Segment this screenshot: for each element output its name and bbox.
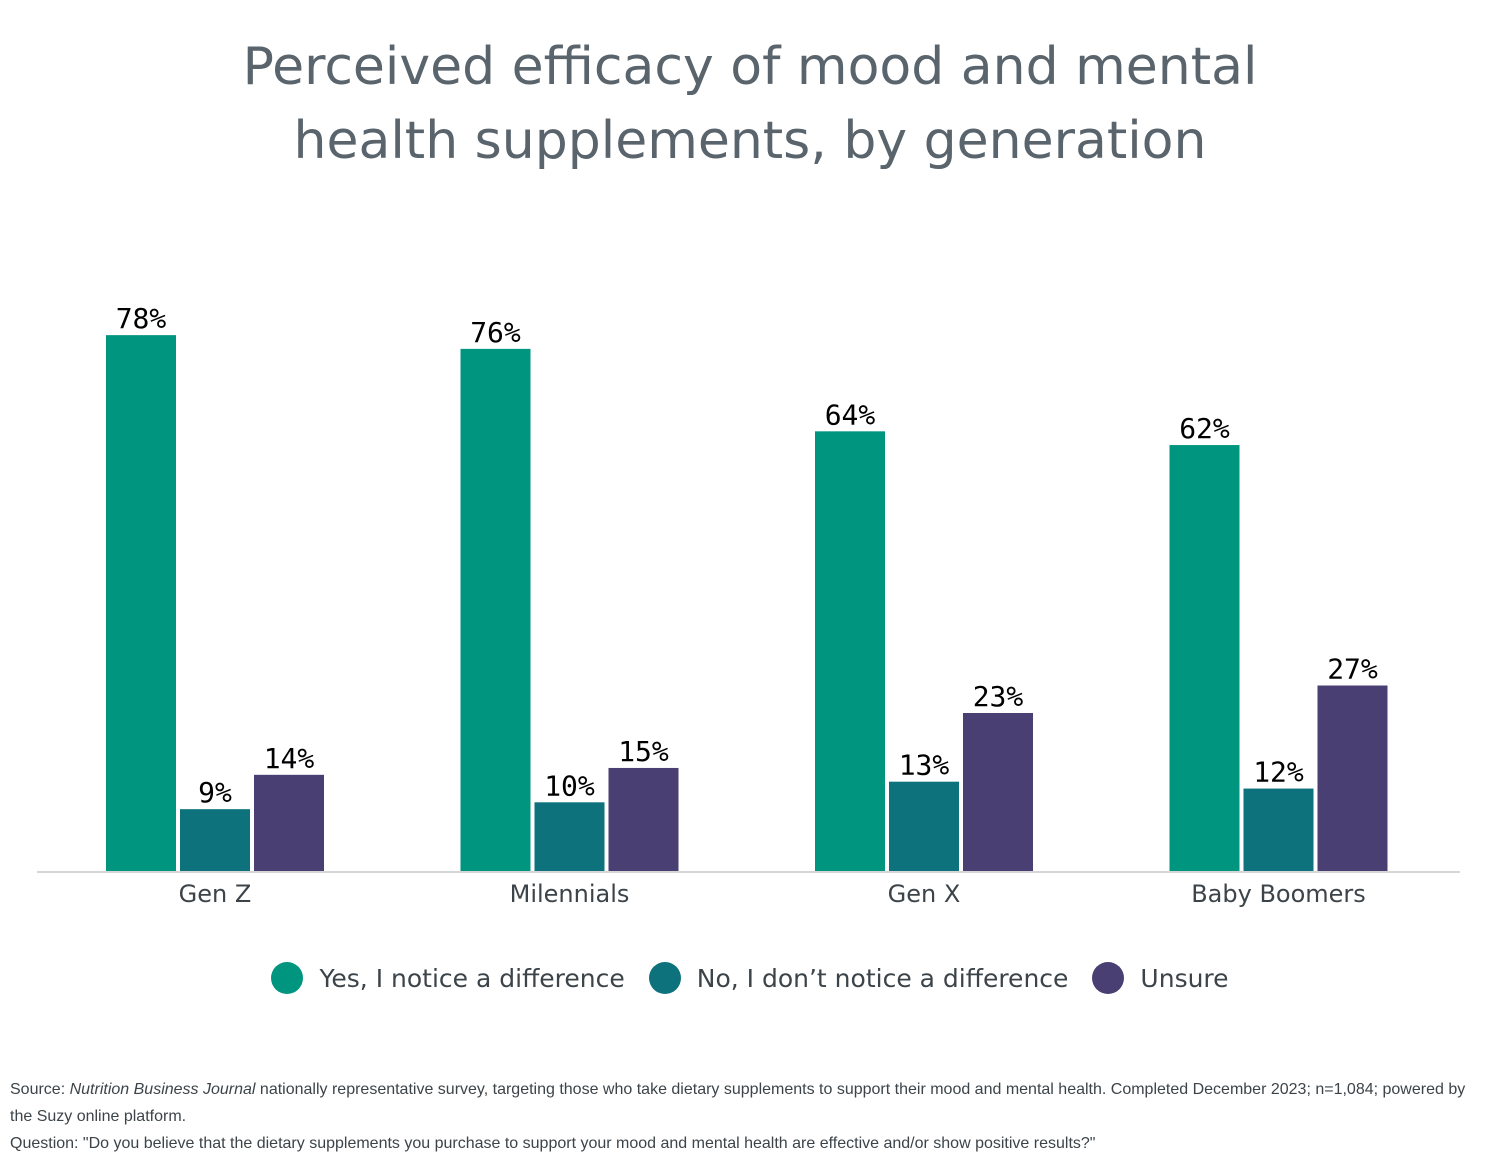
data-label-unsure-2: 23% — [973, 680, 1024, 713]
bar-unsure-1 — [608, 767, 679, 871]
bar-unsure-2 — [963, 712, 1033, 871]
bar-no-2 — [889, 781, 959, 871]
data-label-unsure-0: 14% — [264, 742, 315, 775]
source-text: nationally representative survey, target… — [10, 1081, 1466, 1125]
legend-item-unsure: Unsure — [1092, 962, 1229, 994]
category-label-1: Milennials — [510, 880, 630, 908]
chart-title-line-2: health supplements, by generation — [293, 111, 1207, 171]
legend-swatch-unsure — [1092, 962, 1125, 994]
legend-label-no: No, I don’t notice a difference — [696, 963, 1069, 993]
legend-swatch-no — [648, 962, 681, 994]
source-prefix: Source: — [10, 1081, 70, 1098]
data-label-unsure-3: 27% — [1327, 653, 1378, 686]
legend-label-yes: Yes, I notice a difference — [319, 963, 625, 993]
data-label-no-2: 13% — [899, 749, 950, 782]
data-label-yes-2: 64% — [825, 398, 876, 431]
legend: Yes, I notice a difference No, I don’t n… — [0, 962, 1500, 994]
bar-chart: 78% 9% 14% Gen Z 76% 10% 15% Milennials 64% 13% 23… — [37, 302, 1460, 908]
category-label-2: Gen X — [888, 880, 961, 908]
bar-no-3 — [1243, 788, 1314, 871]
bar-no-0 — [180, 809, 250, 871]
category-label-0: Gen Z — [179, 880, 252, 908]
bar-yes-1 — [460, 348, 531, 871]
bar-unsure-3 — [1317, 685, 1388, 871]
legend-swatch-yes — [271, 962, 304, 994]
legend-item-no: No, I don’t notice a difference — [648, 962, 1069, 994]
source-note: Source: Nutrition Business Journal natio… — [10, 1076, 1490, 1157]
bar-no-1 — [534, 802, 605, 871]
chart-title-line-1: Perceived efficacy of mood and mental — [242, 37, 1258, 97]
data-label-yes-1: 76% — [470, 316, 521, 349]
data-label-no-1: 10% — [544, 769, 595, 802]
data-label-unsure-1: 15% — [618, 735, 669, 768]
data-label-no-0: 9% — [198, 776, 232, 809]
category-label-3: Baby Boomers — [1191, 880, 1366, 908]
bar-unsure-0 — [254, 774, 324, 871]
data-label-yes-3: 62% — [1179, 412, 1230, 445]
legend-label-unsure: Unsure — [1140, 963, 1229, 993]
bar-yes-3 — [1169, 445, 1240, 871]
source-line: Source: Nutrition Business Journal natio… — [10, 1076, 1490, 1130]
chart-title: Perceived efficacy of mood and mental he… — [0, 30, 1500, 178]
legend-item-yes: Yes, I notice a difference — [271, 962, 625, 994]
data-label-no-3: 12% — [1253, 756, 1304, 789]
source-publication: Nutrition Business Journal — [69, 1081, 256, 1098]
data-label-yes-0: 78% — [116, 302, 167, 335]
bar-yes-0 — [106, 335, 176, 871]
question-line: Question: "Do you believe that the dieta… — [10, 1135, 1096, 1152]
bar-yes-2 — [815, 431, 885, 871]
